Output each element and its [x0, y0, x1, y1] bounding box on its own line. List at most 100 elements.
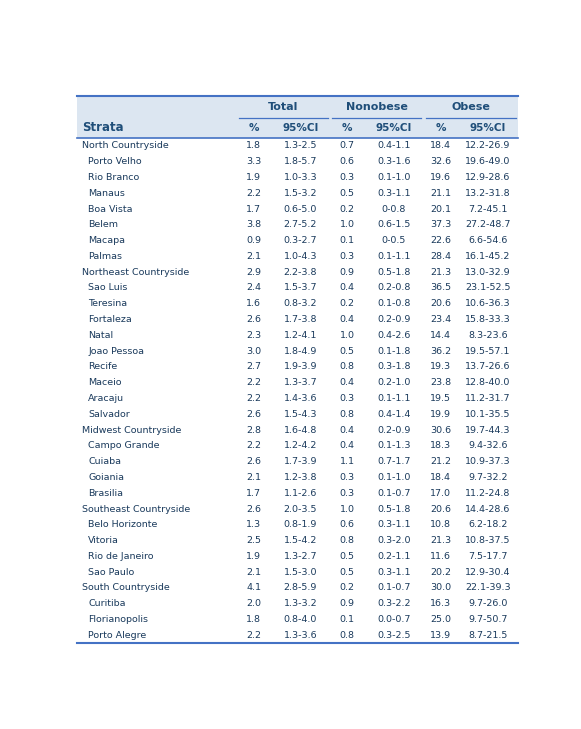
- Text: 28.4: 28.4: [430, 252, 451, 261]
- Text: 0.1-0.7: 0.1-0.7: [377, 583, 411, 593]
- Text: 19.9: 19.9: [430, 410, 451, 418]
- Text: 11.6: 11.6: [430, 552, 451, 561]
- Text: 19.5-57.1: 19.5-57.1: [465, 346, 511, 356]
- Text: 20.2: 20.2: [430, 568, 451, 577]
- Text: 0-0.5: 0-0.5: [382, 236, 406, 245]
- Text: 2.7-5.2: 2.7-5.2: [284, 220, 317, 230]
- Text: 2.0-3.5: 2.0-3.5: [284, 504, 317, 513]
- Text: 0.1: 0.1: [339, 236, 354, 245]
- Text: 36.2: 36.2: [430, 346, 451, 356]
- Text: 0.1-1.1: 0.1-1.1: [377, 252, 411, 261]
- Text: 12.8-40.0: 12.8-40.0: [465, 378, 511, 387]
- Text: Strata: Strata: [81, 122, 123, 134]
- Text: 1.5-3.2: 1.5-3.2: [284, 189, 317, 198]
- Text: 0.2: 0.2: [339, 583, 354, 593]
- Text: 1.1-2.6: 1.1-2.6: [284, 488, 317, 498]
- Bar: [77, 580, 518, 596]
- Text: 1.3-2.5: 1.3-2.5: [284, 141, 317, 150]
- Bar: [77, 438, 518, 453]
- Text: 0.3-2.5: 0.3-2.5: [377, 631, 411, 640]
- Text: 13.7-26.6: 13.7-26.6: [465, 362, 511, 371]
- Text: Rio Branco: Rio Branco: [88, 173, 139, 182]
- Text: 1.0-3.3: 1.0-3.3: [284, 173, 317, 182]
- Text: 0.2: 0.2: [339, 300, 354, 308]
- Text: 27.2-48.7: 27.2-48.7: [465, 220, 511, 230]
- Text: 0.2-0.9: 0.2-0.9: [377, 315, 411, 324]
- Text: 1.5-4.3: 1.5-4.3: [284, 410, 317, 418]
- Text: 1.7: 1.7: [246, 488, 261, 498]
- Text: Aracaju: Aracaju: [88, 394, 124, 403]
- Text: 0.3-1.8: 0.3-1.8: [377, 362, 411, 371]
- Text: 1.5-3.7: 1.5-3.7: [284, 284, 317, 292]
- Text: 1.8: 1.8: [246, 141, 261, 150]
- Text: 2.7: 2.7: [246, 362, 261, 371]
- Bar: [77, 170, 518, 185]
- Bar: [77, 517, 518, 533]
- Text: %: %: [248, 123, 259, 133]
- Text: 3.8: 3.8: [246, 220, 261, 230]
- Text: 0.2: 0.2: [339, 205, 354, 214]
- Text: Teresina: Teresina: [88, 300, 127, 308]
- Text: 21.3: 21.3: [430, 268, 451, 277]
- Text: 25.0: 25.0: [430, 615, 451, 624]
- Text: 0.9: 0.9: [339, 268, 354, 277]
- Text: Joao Pessoa: Joao Pessoa: [88, 346, 145, 356]
- Bar: [77, 533, 518, 548]
- Text: Florianopolis: Florianopolis: [88, 615, 148, 624]
- Text: 1.3-2.7: 1.3-2.7: [284, 552, 317, 561]
- Text: 4.1: 4.1: [246, 583, 261, 593]
- Text: 3.3: 3.3: [246, 157, 261, 166]
- Text: 0.6: 0.6: [339, 157, 354, 166]
- Text: 1.7-3.9: 1.7-3.9: [284, 457, 317, 466]
- Text: 30.6: 30.6: [430, 426, 451, 434]
- Text: 10.6-36.3: 10.6-36.3: [465, 300, 511, 308]
- Text: 95%CI: 95%CI: [282, 123, 318, 133]
- Text: 8.3-23.6: 8.3-23.6: [468, 331, 508, 340]
- Text: 1.9-3.9: 1.9-3.9: [284, 362, 317, 371]
- Text: 1.5-4.2: 1.5-4.2: [284, 536, 317, 545]
- Text: 1.0-4.3: 1.0-4.3: [284, 252, 317, 261]
- Text: 0.6-5.0: 0.6-5.0: [284, 205, 317, 214]
- Text: 0.3-1.1: 0.3-1.1: [377, 521, 411, 529]
- Text: 12.9-28.6: 12.9-28.6: [465, 173, 511, 182]
- Text: Brasilia: Brasilia: [88, 488, 123, 498]
- Text: 2.6: 2.6: [246, 410, 261, 418]
- Bar: [77, 185, 518, 201]
- Text: 12.9-30.4: 12.9-30.4: [465, 568, 511, 577]
- Text: 1.5-3.0: 1.5-3.0: [284, 568, 317, 577]
- Bar: [77, 375, 518, 391]
- Text: 0.5: 0.5: [339, 552, 354, 561]
- Text: 21.3: 21.3: [430, 536, 451, 545]
- Text: 1.6: 1.6: [246, 300, 261, 308]
- Text: 0.7-1.7: 0.7-1.7: [377, 457, 411, 466]
- Text: 0.3: 0.3: [339, 394, 354, 403]
- Text: 1.8-4.9: 1.8-4.9: [284, 346, 317, 356]
- Bar: [77, 217, 518, 233]
- Bar: [77, 312, 518, 327]
- Text: 2.2: 2.2: [246, 394, 261, 403]
- Text: 0.1-1.0: 0.1-1.0: [377, 473, 411, 482]
- Bar: [77, 486, 518, 501]
- Text: 0.2-0.8: 0.2-0.8: [377, 284, 411, 292]
- Text: 2.1: 2.1: [246, 568, 261, 577]
- Text: 37.3: 37.3: [430, 220, 451, 230]
- Text: 2.1: 2.1: [246, 252, 261, 261]
- Text: 0.1-1.8: 0.1-1.8: [377, 346, 411, 356]
- Text: 0.3: 0.3: [339, 252, 354, 261]
- Text: 0.2-1.1: 0.2-1.1: [377, 552, 411, 561]
- Text: 9.7-50.7: 9.7-50.7: [468, 615, 508, 624]
- Text: 19.7-44.3: 19.7-44.3: [465, 426, 511, 434]
- Text: 0.3: 0.3: [339, 173, 354, 182]
- Text: 18.4: 18.4: [430, 473, 451, 482]
- Text: 0.8-1.9: 0.8-1.9: [284, 521, 317, 529]
- Text: 0.4: 0.4: [339, 284, 354, 292]
- Text: 23.8: 23.8: [430, 378, 451, 387]
- Text: 0.9: 0.9: [339, 599, 354, 608]
- Text: 3.0: 3.0: [246, 346, 261, 356]
- Text: Salvador: Salvador: [88, 410, 130, 418]
- Text: 9.7-32.2: 9.7-32.2: [468, 473, 508, 482]
- Text: 2.2: 2.2: [246, 441, 261, 451]
- Text: 0.8-4.0: 0.8-4.0: [284, 615, 317, 624]
- Text: 2.0: 2.0: [246, 599, 261, 608]
- Text: 0.8: 0.8: [339, 631, 354, 640]
